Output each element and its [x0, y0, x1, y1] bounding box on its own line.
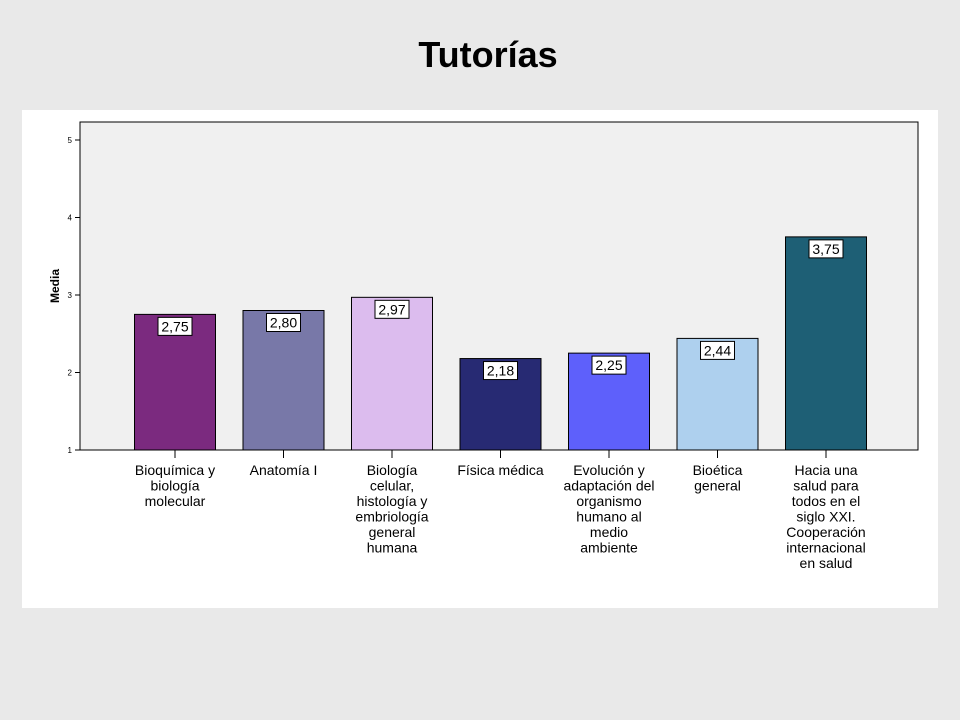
slide-title: Tutorías [418, 34, 558, 75]
x-tick-label-line: salud para [793, 478, 859, 494]
value-label-box [591, 355, 627, 375]
bar [242, 310, 325, 451]
x-tick-label-line: Evolución y [573, 462, 645, 478]
x-tick-label: Bioquímica y biología molecular [135, 462, 215, 509]
x-tick-label: Evolución y adaptación del organismo humano… [563, 462, 654, 556]
x-tick-label-line: adaptación del [563, 478, 654, 494]
x-tick-label-line: Bioética [693, 462, 743, 478]
value-label-box [266, 313, 301, 332]
x-tick-label-line: siglo XXI. [796, 509, 855, 525]
value-label: 2,25 [595, 357, 622, 373]
x-tick-label-line: en salud [800, 555, 853, 571]
x-tick-label-line: celular, [370, 478, 414, 494]
y-tick-label: 2 [68, 369, 73, 378]
x-tick-label-line: Biología [367, 462, 418, 478]
bar [785, 236, 867, 451]
value-label-box [808, 239, 844, 259]
x-tick-label-line: Física médica [457, 462, 544, 478]
value-label-box [157, 316, 193, 336]
value-label-box [374, 299, 410, 319]
value-label: 2,80 [270, 315, 297, 331]
value-label-box [483, 361, 518, 381]
chart-panel: Media 1 2 3 4 5 2,75 2,80 2,97 2,18 2,25 2,44 3,75… [22, 110, 938, 608]
value-label: 2,75 [161, 318, 188, 334]
value-label: 2,97 [378, 301, 405, 317]
value-label: 2,18 [487, 363, 514, 379]
x-tick-label-line: ambiente [580, 540, 638, 556]
x-tick-label-line: internacional [786, 540, 865, 556]
x-tick-label-line: biología [150, 478, 199, 494]
value-label: 2,44 [704, 342, 731, 358]
x-tick-label-line: histología y [357, 493, 428, 509]
bars-group: 2,75 2,80 2,97 2,18 2,25 2,44 3,75 [134, 236, 867, 451]
value-label-box [700, 340, 735, 360]
x-tick-label-line: medio [590, 524, 628, 540]
y-axis-ticks: 1 2 3 4 5 [68, 136, 80, 455]
x-tick-label-line: Bioquímica y [135, 462, 215, 478]
bar-chart: Media 1 2 3 4 5 2,75 2,80 2,97 2,18 2,25 2,44 3,75… [48, 121, 919, 571]
x-tick-label-line: general [694, 478, 741, 494]
x-tick-label: Física médica [457, 462, 544, 478]
x-tick-label-line: organismo [576, 493, 642, 509]
x-tick-label-line: Anatomía I [250, 462, 318, 478]
x-tick-label-line: molecular [145, 493, 206, 509]
x-tick-label-line: Hacia una [794, 462, 857, 478]
y-tick-label: 1 [68, 446, 73, 455]
x-tick-label-line: todos en el [792, 493, 861, 509]
y-tick-label: 3 [68, 291, 73, 300]
x-tick-label-line: embriología [355, 509, 428, 525]
x-tick-label-line: Cooperación [786, 524, 865, 540]
value-label: 3,75 [812, 241, 839, 257]
x-tick-label: Bioética general [693, 462, 743, 494]
x-tick-label: Anatomía I [250, 462, 318, 478]
x-axis-ticks: Bioquímica y biología molecular Anatomía I B… [135, 450, 866, 571]
x-tick-label: Biología celular, histología y embriología g… [355, 462, 428, 556]
y-axis-label: Media [48, 269, 62, 303]
x-tick-label: Hacia una salud para todos en el siglo XXI.… [786, 462, 865, 571]
y-tick-label: 4 [68, 214, 73, 223]
x-tick-label-line: humano al [576, 509, 641, 525]
x-tick-label-line: humana [367, 540, 418, 556]
bar [351, 296, 433, 451]
y-tick-label: 5 [68, 136, 73, 145]
x-tick-label-line: general [369, 524, 416, 540]
